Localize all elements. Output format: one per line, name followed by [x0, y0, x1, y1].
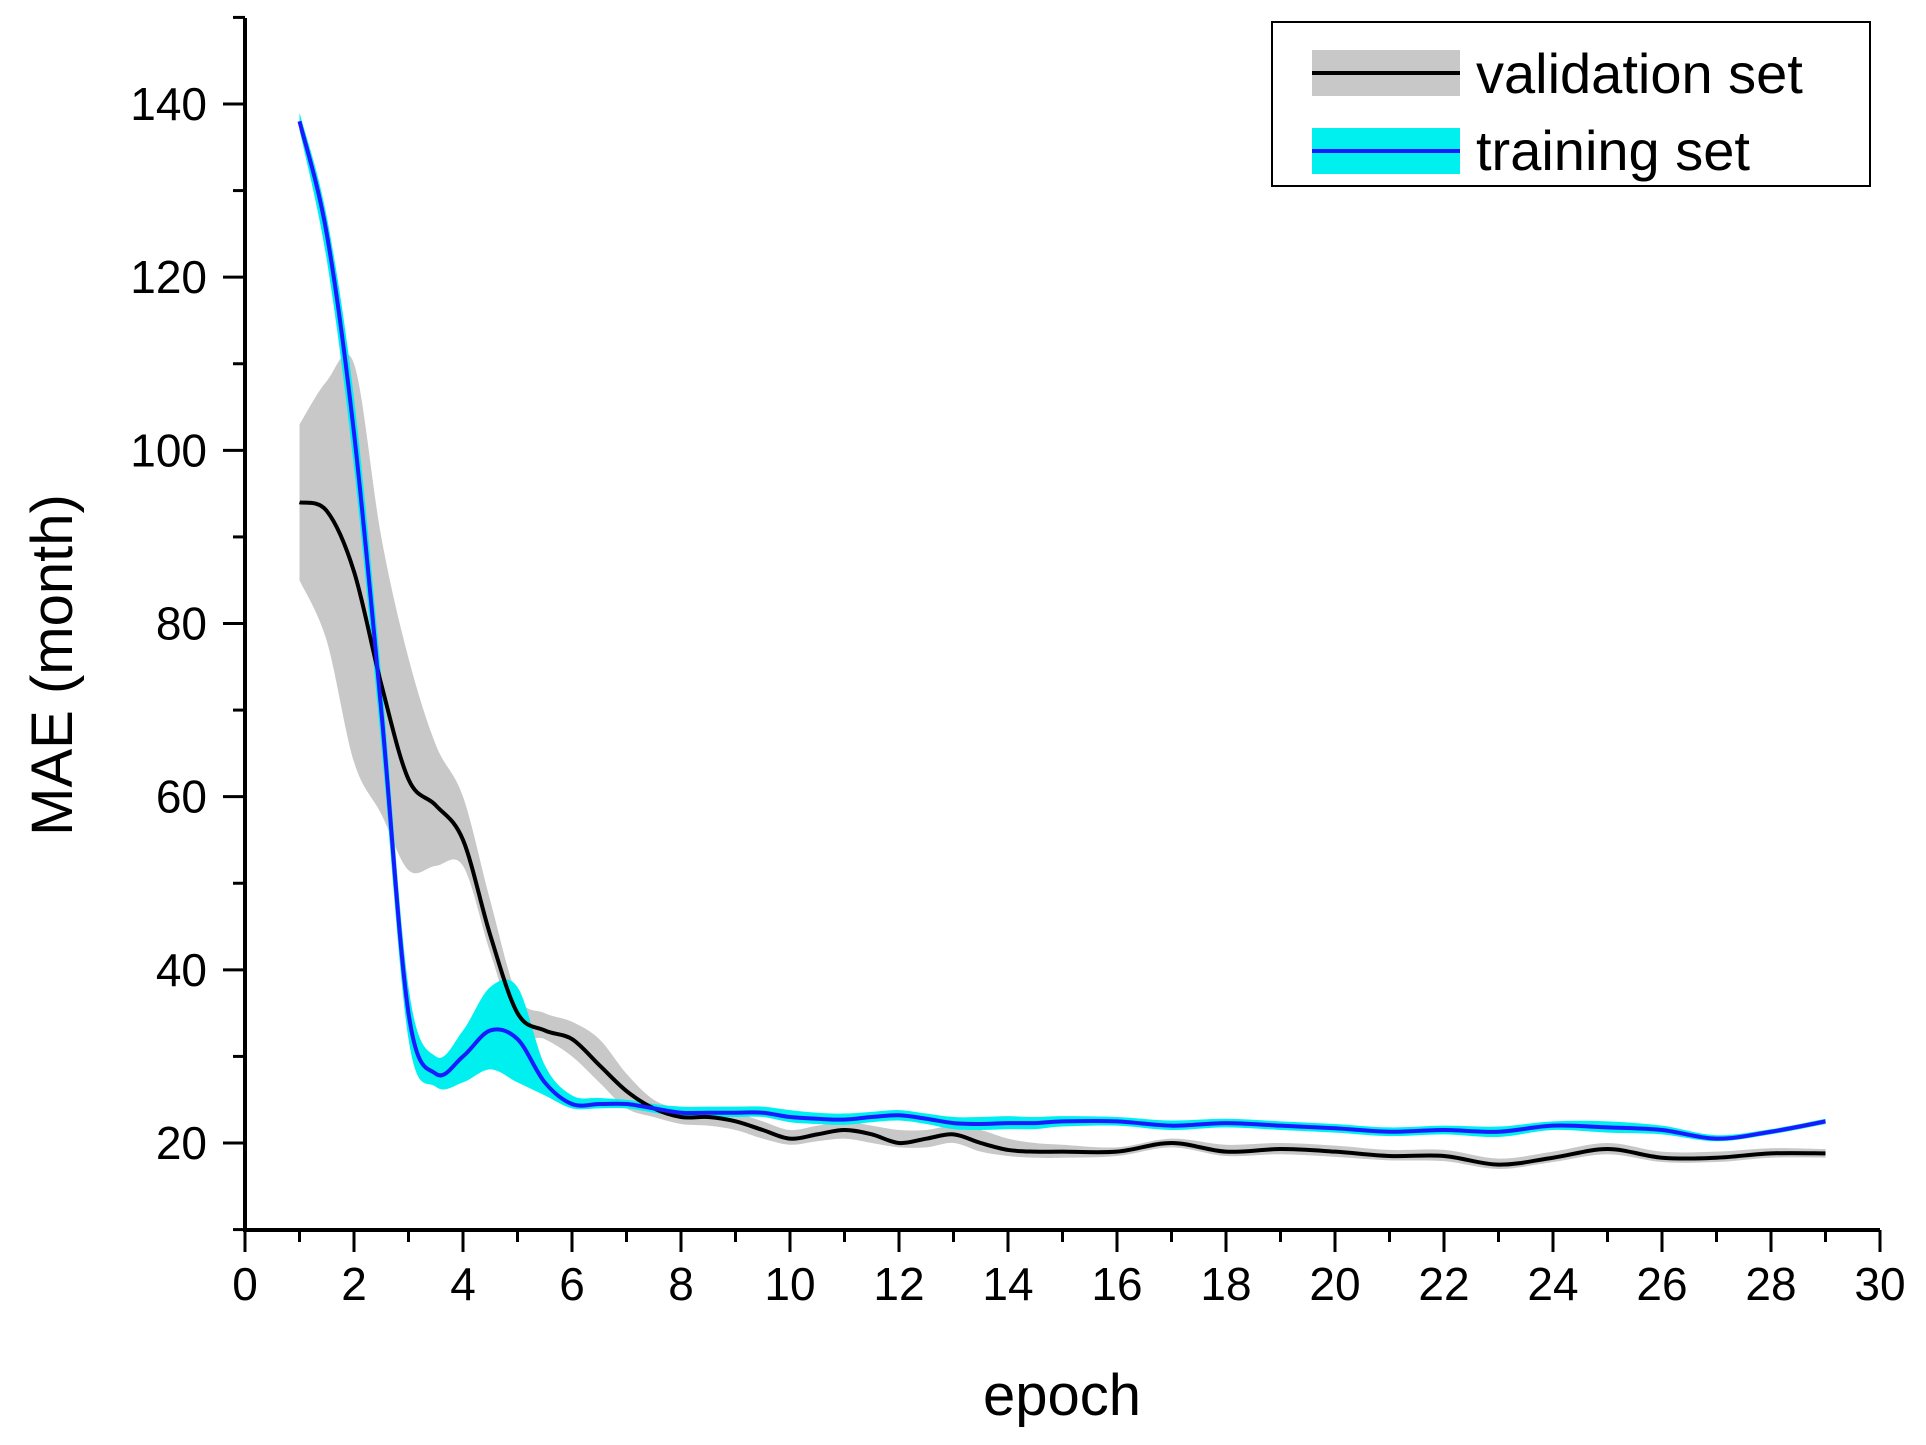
legend-label-validation: validation set [1476, 42, 1803, 105]
x-tick-label: 22 [1418, 1258, 1469, 1310]
x-ticks: 0 2 4 6 8 10 12 14 16 18 20 22 24 26 28 30 [232, 1230, 1906, 1310]
x-tick-label: 18 [1200, 1258, 1251, 1310]
y-ticks: 20 40 60 80 100 120 140 [130, 15, 245, 1232]
x-tick-label: 26 [1636, 1258, 1687, 1310]
x-tick-label: 0 [232, 1258, 258, 1310]
x-tick-label: 2 [341, 1258, 367, 1310]
x-tick-label: 28 [1745, 1258, 1796, 1310]
x-tick-label: 10 [764, 1258, 815, 1310]
legend-label-training: training set [1476, 119, 1750, 182]
y-tick-label: 40 [156, 944, 207, 996]
series-lines [297, 120, 1826, 1167]
x-tick-label: 4 [450, 1258, 476, 1310]
y-tick-label: 60 [156, 771, 207, 823]
legend: validation set training set [1271, 21, 1871, 187]
y-tick-label: 140 [130, 78, 207, 130]
line-training-set [297, 120, 1826, 1141]
y-axis-title: MAE (month) [20, 494, 85, 836]
y-tick-label: 20 [156, 1117, 207, 1169]
x-tick-label: 12 [873, 1258, 924, 1310]
confidence-bands [299, 112, 1826, 1169]
x-axis-title: epoch [983, 1363, 1141, 1428]
x-tick-label: 24 [1527, 1258, 1578, 1310]
y-tick-label: 100 [130, 424, 207, 476]
x-tick-label: 16 [1091, 1258, 1142, 1310]
x-tick-label: 6 [559, 1258, 585, 1310]
x-tick-label: 20 [1309, 1258, 1360, 1310]
x-tick-label: 8 [668, 1258, 694, 1310]
y-tick-label: 120 [130, 251, 207, 303]
band-training-set [299, 112, 1826, 1142]
x-tick-label: 30 [1854, 1258, 1905, 1310]
line-validation-set [298, 500, 1826, 1167]
x-tick-label: 14 [982, 1258, 1033, 1310]
y-tick-label: 80 [156, 598, 207, 650]
